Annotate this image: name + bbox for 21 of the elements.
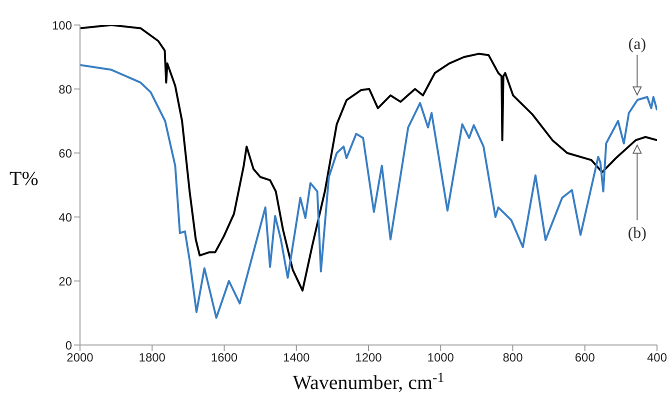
line-series [80,64,657,319]
x-axis-title: Wavenumber, cm$^{-1}$ [292,370,444,394]
y-axis-title: T% [10,168,38,190]
annotation: (a) [628,36,646,53]
x-tick-label: 1600 [210,350,238,365]
x-tick-label: 1200 [355,350,382,365]
x-tick-label: 1800 [138,350,166,365]
annotation: (b) [628,225,646,242]
y-tick-label: 60 [58,146,72,160]
y-tick-label: 0 [65,338,72,352]
y-tick-label: 20 [58,274,72,288]
line-series [80,25,657,292]
x-tick-label: 600 [574,350,596,365]
x-tick-label: 400 [646,350,668,365]
x-tick-label: 800 [502,350,524,365]
y-tick-label: 40 [58,210,72,224]
x-tick-label: 2000 [66,350,94,365]
y-tick-label: 100 [52,18,72,32]
x-tick-label: 1000 [427,350,454,365]
y-tick-label: 80 [58,82,72,96]
x-tick-label: 1400 [283,350,310,365]
